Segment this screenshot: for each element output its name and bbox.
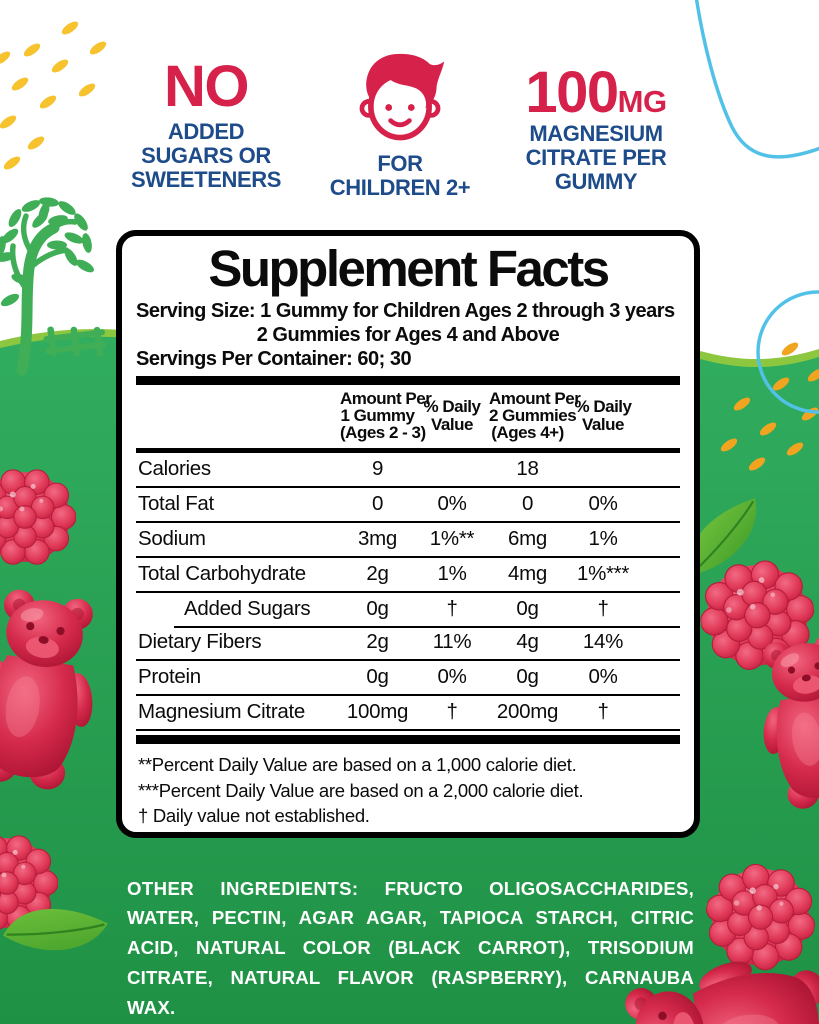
fence-icon <box>43 326 107 357</box>
col-amount-2-gummies: Amount Per 2 Gummies (Ages 4+) <box>489 388 581 443</box>
tree-icon <box>0 197 94 376</box>
table-row: Total Carbohydrate 2g 1% 4mg 1%*** <box>136 558 680 593</box>
leaf-illustration <box>0 882 114 980</box>
footnote: **Percent Daily Value are based on a 1,0… <box>138 753 577 775</box>
badge-dosage: 100MG MAGNESIUM CITRATE PER GUMMY <box>508 64 684 193</box>
badge-line: SUGARS OR <box>141 142 271 168</box>
orange-dashes-decoration <box>720 342 819 471</box>
badge-line: MAGNESIUM <box>529 121 663 146</box>
raspberry-illustration <box>696 850 819 980</box>
badge-for-children: FOR CHILDREN 2+ <box>322 50 478 200</box>
col-daily-value-1: % Daily Value <box>423 397 481 434</box>
table-row: Protein 0g 0% 0g 0% <box>136 661 680 696</box>
serving-size-line2: 2 Gummies for Ages 4 and Above <box>256 323 560 346</box>
table-row: Sodium 3mg 1%** 6mg 1% <box>136 523 680 558</box>
badge-line: SWEETENERS <box>130 166 282 192</box>
divider-thick <box>136 734 680 744</box>
table-row: Calories 9 18 <box>136 453 680 488</box>
raspberry-illustration <box>0 464 76 566</box>
badge-line: GUMMY <box>554 168 638 194</box>
table-row: Total Fat 0 0% 0 0% <box>136 488 680 523</box>
raspberry-illustration <box>693 549 819 678</box>
blue-circle-decoration <box>756 290 819 414</box>
col-amount-1-gummy: Amount Per 1 Gummy (Ages 2 - 3) <box>340 388 432 443</box>
table-header: Amount Per 1 Gummy (Ages 2 - 3) % Daily Val… <box>136 385 680 448</box>
table-row: Dietary Fibers 2g 11% 4g 14% <box>136 626 680 661</box>
badge-line: ADDED <box>167 119 245 144</box>
table-row: Added Sugars 0g † 0g † <box>136 593 680 628</box>
serving-size: Serving Size: 1 Gummy for Children Ages … <box>136 299 675 322</box>
table-row: Magnesium Citrate 100mg † 200mg † <box>136 696 680 731</box>
no-headline: NO <box>164 54 250 119</box>
col-daily-value-2: % Daily Value <box>574 397 632 434</box>
blue-curve-decoration <box>694 0 819 159</box>
gummy-bear-illustration <box>743 616 819 823</box>
servings-per-container: Servings Per Container: 60; 30 <box>136 348 412 371</box>
footnotes: **Percent Daily Value are based on a 1,0… <box>136 744 680 830</box>
divider-medium <box>136 447 680 453</box>
badge-line: FOR <box>377 151 423 176</box>
footnote: ***Percent Daily Value are based on a 2,… <box>138 779 584 801</box>
panel-title: Supplement Facts <box>208 240 610 297</box>
other-ingredients: OTHER INGREDIENTS: FRUCTO OLIGOSACCHARID… <box>127 874 694 1023</box>
dosage-amount: 100MG <box>525 60 667 125</box>
raspberry-illustration <box>0 830 58 932</box>
other-ingredients-label: OTHER INGREDIENTS: <box>127 877 359 899</box>
divider-thick <box>136 375 680 385</box>
supplement-facts-panel: Supplement Facts Serving Size: 1 Gummy f… <box>116 230 700 838</box>
yellow-dashes-decoration <box>0 21 107 170</box>
serving-info: Serving Size: 1 Gummy for Children Ages … <box>136 299 680 372</box>
badge-line: CITRATE PER <box>525 144 667 170</box>
footnote: † Daily value not established. <box>138 805 370 827</box>
badge-line: CHILDREN 2+ <box>329 174 471 200</box>
badge-no-added-sugars: NO ADDED SUGARS OR SWEETENERS <box>118 58 294 191</box>
child-face-icon <box>359 53 445 141</box>
other-ingredients-text: FRUCTO OLIGOSACCHARIDES, WATER, PECTIN, … <box>127 877 694 1018</box>
gummy-bear-illustration <box>0 573 116 802</box>
